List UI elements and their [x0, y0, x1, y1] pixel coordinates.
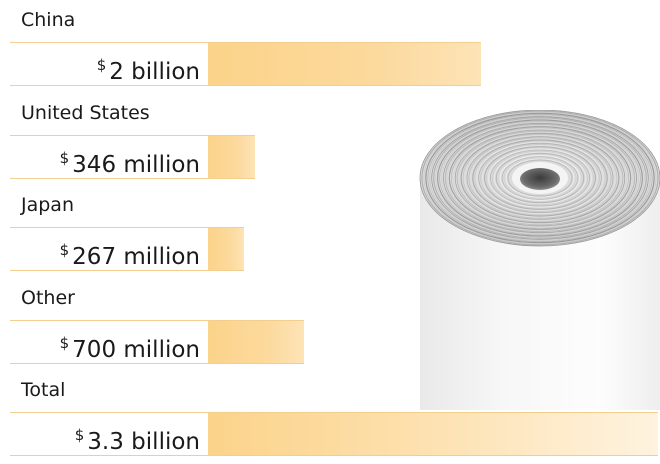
bar-china: [208, 42, 481, 86]
currency-symbol: $: [60, 334, 70, 352]
value-label-other: $700 million: [10, 320, 208, 364]
value-text: 2 billion: [109, 59, 200, 85]
bar-japan: [208, 227, 244, 271]
value-text: 700 million: [72, 337, 200, 363]
value-text: 267 million: [72, 244, 200, 270]
value-label-total: $3.3 billion: [10, 412, 208, 456]
value-label-japan: $267 million: [10, 227, 208, 271]
bar-united-states: [208, 135, 255, 179]
category-label-other: Other: [21, 286, 75, 310]
value-label-china: $2 billion: [10, 42, 208, 86]
bar-other: [208, 320, 304, 364]
paper-roll-image: [410, 110, 660, 410]
category-label-japan: Japan: [21, 193, 74, 217]
currency-symbol: $: [75, 426, 85, 444]
value-text: 346 million: [72, 152, 200, 178]
value-text: 3.3 billion: [87, 429, 200, 455]
category-label-united-states: United States: [21, 101, 150, 125]
value-label-united-states: $346 million: [10, 135, 208, 179]
currency-symbol: $: [60, 149, 70, 167]
bar-total: [208, 412, 658, 456]
category-label-total: Total: [21, 378, 65, 402]
category-label-china: China: [21, 8, 75, 32]
currency-symbol: $: [60, 241, 70, 259]
currency-symbol: $: [97, 56, 107, 74]
